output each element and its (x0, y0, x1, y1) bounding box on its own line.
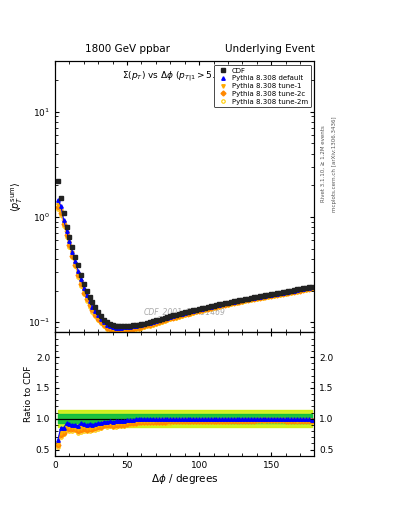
Pythia 8.308 default (107, 323, 112, 329)
Pythia 8.308 tune-2m (55, 206, 60, 212)
Text: CDF_2001_S4751469: CDF_2001_S4751469 (144, 307, 226, 316)
Text: Rivet 3.1.10, ≥ 1.2M events: Rivet 3.1.10, ≥ 1.2M events (320, 125, 325, 202)
Text: $\Sigma(p_T)\ {\rm vs}\ \Delta\phi\ (p_{T|1} > 5.0\ {\rm GeV})$: $\Sigma(p_T)\ {\rm vs}\ \Delta\phi\ (p_{… (123, 70, 247, 83)
Line: Pythia 8.308 tune-2c: Pythia 8.308 tune-2c (56, 205, 313, 332)
CDF (55, 178, 60, 184)
Pythia 8.308 tune-2c (156, 319, 161, 325)
Pythia 8.308 tune-1 (55, 202, 60, 208)
Pythia 8.308 tune-2c (87, 302, 92, 308)
Pythia 8.308 tune-2m (81, 291, 86, 297)
Pythia 8.308 tune-2c (188, 310, 193, 316)
Line: Pythia 8.308 tune-1: Pythia 8.308 tune-1 (56, 203, 313, 331)
Pythia 8.308 tune-1 (156, 318, 161, 324)
Pythia 8.308 default (87, 297, 92, 304)
Pythia 8.308 tune-1 (107, 325, 112, 331)
CDF (107, 321, 112, 327)
Pythia 8.308 tune-2m (188, 310, 193, 316)
Pythia 8.308 tune-2c (81, 290, 86, 296)
Legend: CDF, Pythia 8.308 default, Pythia 8.308 tune-1, Pythia 8.308 tune-2c, Pythia 8.3: CDF, Pythia 8.308 default, Pythia 8.308 … (214, 65, 311, 108)
Pythia 8.308 tune-1 (113, 326, 118, 332)
Pythia 8.308 tune-2c (113, 328, 118, 334)
Pythia 8.308 tune-2m (113, 329, 118, 335)
Pythia 8.308 tune-2m (309, 286, 314, 292)
Pythia 8.308 tune-1 (81, 288, 86, 294)
Text: mcplots.cern.ch [arXiv:1306.3436]: mcplots.cern.ch [arXiv:1306.3436] (332, 116, 337, 211)
Pythia 8.308 tune-1 (188, 309, 193, 315)
Line: Pythia 8.308 tune-2m: Pythia 8.308 tune-2m (56, 207, 313, 334)
Pythia 8.308 tune-2m (156, 319, 161, 326)
Pythia 8.308 default (81, 285, 86, 291)
Text: 1800 GeV ppbar: 1800 GeV ppbar (85, 44, 170, 54)
Y-axis label: $\langle p_T^{\rm sum}\rangle$: $\langle p_T^{\rm sum}\rangle$ (10, 182, 25, 212)
Pythia 8.308 default (283, 289, 288, 295)
Pythia 8.308 tune-2m (283, 291, 288, 297)
Pythia 8.308 tune-2m (107, 327, 112, 333)
Pythia 8.308 default (188, 308, 193, 314)
Pythia 8.308 tune-2c (55, 204, 60, 210)
Text: Underlying Event: Underlying Event (224, 44, 314, 54)
CDF (116, 323, 121, 329)
CDF (81, 281, 86, 287)
Pythia 8.308 tune-2c (107, 326, 112, 332)
Pythia 8.308 tune-2c (309, 285, 314, 291)
CDF (87, 293, 92, 300)
Y-axis label: Ratio to CDF: Ratio to CDF (24, 366, 33, 422)
Pythia 8.308 tune-2c (283, 290, 288, 296)
X-axis label: $\Delta\phi$ / degrees: $\Delta\phi$ / degrees (151, 472, 219, 486)
Line: Pythia 8.308 default: Pythia 8.308 default (56, 198, 313, 329)
Pythia 8.308 tune-1 (283, 290, 288, 296)
Pythia 8.308 tune-1 (87, 301, 92, 307)
CDF (188, 308, 193, 314)
Pythia 8.308 default (113, 325, 118, 331)
Pythia 8.308 default (55, 197, 60, 203)
CDF (156, 316, 161, 323)
Pythia 8.308 default (309, 284, 314, 290)
CDF (309, 284, 314, 290)
CDF (283, 289, 288, 295)
Pythia 8.308 default (156, 317, 161, 323)
Pythia 8.308 tune-2m (87, 304, 92, 310)
Pythia 8.308 tune-1 (309, 285, 314, 291)
Line: CDF: CDF (55, 179, 314, 329)
